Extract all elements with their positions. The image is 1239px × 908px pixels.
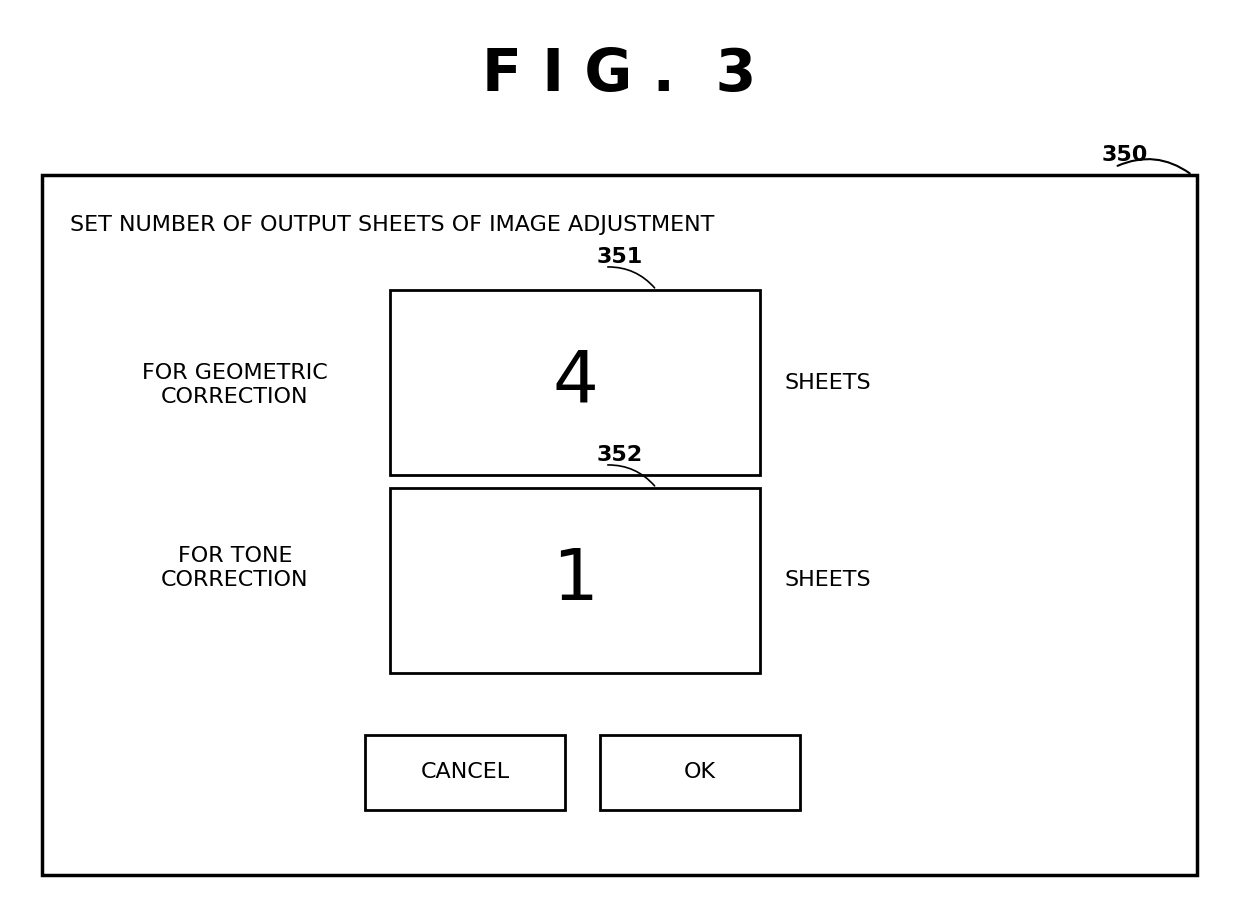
Bar	[42, 175, 1197, 875]
Text: SET NUMBER OF OUTPUT SHEETS OF IMAGE ADJUSTMENT: SET NUMBER OF OUTPUT SHEETS OF IMAGE ADJ…	[69, 215, 715, 235]
Bar	[366, 735, 565, 810]
Text: 1: 1	[553, 546, 598, 615]
Text: 351: 351	[597, 247, 643, 267]
Text: SHEETS: SHEETS	[786, 373, 871, 393]
Text: 350: 350	[1101, 145, 1149, 165]
Text: 352: 352	[597, 445, 643, 465]
Bar	[390, 488, 760, 673]
Bar	[390, 290, 760, 475]
Text: F I G .  3: F I G . 3	[482, 46, 757, 104]
Text: FOR GEOMETRIC
CORRECTION: FOR GEOMETRIC CORRECTION	[142, 363, 328, 407]
Text: FOR TONE
CORRECTION: FOR TONE CORRECTION	[161, 547, 309, 589]
Bar	[600, 735, 800, 810]
Text: SHEETS: SHEETS	[786, 570, 871, 590]
Text: CANCEL: CANCEL	[420, 763, 509, 783]
Text: 4: 4	[553, 348, 598, 417]
Text: OK: OK	[684, 763, 716, 783]
